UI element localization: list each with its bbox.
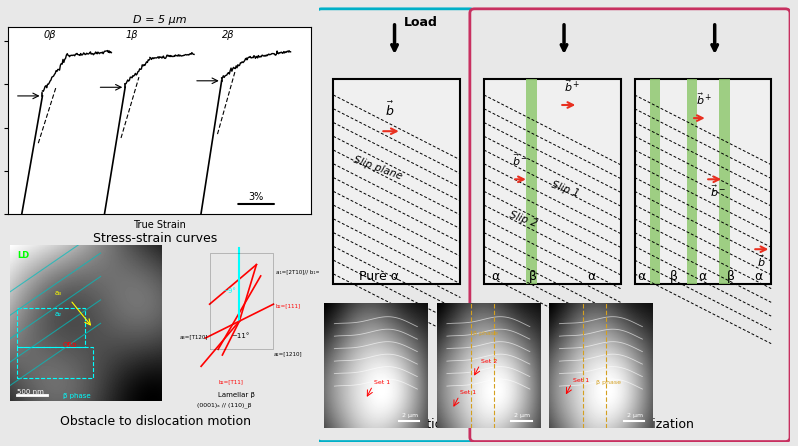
Text: 2β: 2β [223, 30, 235, 40]
Text: β phase: β phase [62, 393, 90, 399]
Text: a₁=[2T10]// b₁=[1T1]: a₁=[2T10]// b₁=[1T1] [275, 269, 334, 274]
Bar [334, 79, 460, 284]
Text: 1β: 1β [126, 30, 138, 40]
Text: $\vec{b}^+$: $\vec{b}^+$ [564, 78, 580, 94]
Text: Slip 1: Slip 1 [550, 179, 580, 199]
Text: $\vec{b}^+$: $\vec{b}^+$ [696, 91, 712, 107]
Text: $\vec{b}$: $\vec{b}$ [757, 253, 766, 268]
Bar [18, 347, 93, 378]
Text: α: α [698, 270, 706, 283]
Text: a₃=[T120]: a₃=[T120] [180, 334, 208, 339]
Text: α: α [637, 270, 646, 283]
Text: Lamellar β: Lamellar β [218, 392, 255, 398]
Text: Strain localization: Strain localization [338, 418, 451, 431]
Text: Set 1: Set 1 [573, 378, 589, 383]
Text: a₂: a₂ [55, 310, 62, 317]
Text: Obstacle to dislocation motion: Obstacle to dislocation motion [60, 415, 251, 428]
Text: α: α [755, 270, 763, 283]
FancyBboxPatch shape [470, 9, 790, 442]
FancyBboxPatch shape [317, 9, 475, 442]
Text: 500 nm: 500 nm [18, 388, 44, 395]
Text: a₃: a₃ [55, 290, 62, 296]
Text: $\vec{b}$: $\vec{b}$ [385, 101, 395, 119]
Text: b₂=[T11]: b₂=[T11] [218, 379, 243, 384]
Text: β: β [670, 270, 678, 283]
Text: β: β [726, 270, 734, 283]
X-axis label: True Strain: True Strain [133, 219, 186, 230]
Text: β phase: β phase [472, 330, 498, 335]
Text: Strain delocalization: Strain delocalization [566, 418, 694, 431]
Text: Stress-strain curves: Stress-strain curves [93, 232, 218, 245]
Text: β: β [529, 270, 537, 283]
Text: $\vec{b}^-$: $\vec{b}^-$ [710, 183, 726, 199]
Text: 2 μm: 2 μm [626, 413, 643, 418]
Text: β phase: β phase [595, 380, 621, 385]
Text: (0001)ₐ // (110)_β: (0001)ₐ // (110)_β [197, 402, 251, 408]
Text: Slip plane: Slip plane [352, 154, 404, 181]
Bar [18, 308, 85, 347]
Bar [650, 79, 660, 284]
Text: a₂=[1210]: a₂=[1210] [274, 351, 302, 356]
Text: Pure α: Pure α [359, 270, 399, 283]
Text: ~9°: ~9° [223, 288, 236, 294]
Text: b₂=[111]: b₂=[111] [275, 303, 301, 308]
Text: 3%: 3% [248, 192, 263, 202]
Text: 2 μm: 2 μm [401, 413, 418, 418]
Bar [634, 79, 771, 284]
Text: 2 μm: 2 μm [514, 413, 531, 418]
Text: α: α [587, 270, 596, 283]
Bar [527, 79, 537, 284]
Text: ORb: ORb [62, 342, 77, 348]
Text: Slip 2: Slip 2 [508, 210, 538, 229]
Text: α: α [491, 270, 500, 283]
Text: $\vec{b}^-$: $\vec{b}^-$ [512, 153, 528, 168]
Text: LD: LD [18, 251, 30, 260]
Text: Load: Load [404, 17, 438, 29]
Bar [484, 79, 621, 284]
Text: Set 1: Set 1 [373, 380, 390, 385]
Text: Set 1: Set 1 [460, 390, 476, 396]
Text: 0β: 0β [43, 30, 56, 40]
Bar [719, 79, 729, 284]
Text: Set 2: Set 2 [481, 359, 497, 364]
Title: D = 5 μm: D = 5 μm [132, 15, 187, 25]
Text: ~11°: ~11° [231, 333, 249, 339]
Bar [686, 79, 697, 284]
